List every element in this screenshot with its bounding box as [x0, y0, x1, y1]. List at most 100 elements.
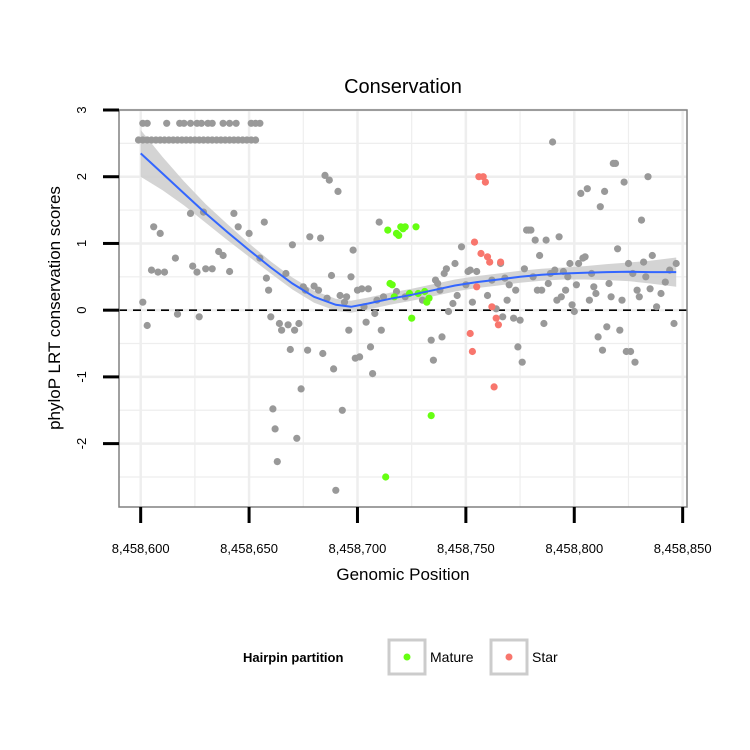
- data-point-other: [338, 406, 346, 414]
- data-point-other: [366, 343, 375, 351]
- data-point-other: [347, 273, 355, 281]
- data-point-other: [648, 251, 656, 260]
- legend-label-star: Star: [532, 649, 558, 665]
- data-point-other: [295, 319, 303, 328]
- x-tick-label: 8,458,700: [329, 541, 387, 556]
- data-point-other: [590, 283, 598, 291]
- data-point-other: [503, 296, 511, 304]
- data-point-star: [468, 347, 476, 356]
- data-point-other: [314, 286, 323, 294]
- data-point-other: [434, 279, 442, 288]
- confidence-ribbon-layer: [140, 130, 677, 313]
- data-point-star: [466, 329, 474, 338]
- data-point-mature: [412, 223, 420, 231]
- data-point-other: [466, 266, 474, 274]
- data-point-other: [362, 318, 370, 326]
- data-point-other: [514, 343, 522, 351]
- data-point-other: [208, 119, 216, 127]
- data-point-other: [509, 314, 518, 322]
- data-point-other: [195, 313, 203, 321]
- data-point-star: [481, 178, 489, 186]
- data-point-other: [163, 119, 171, 127]
- data-point-other: [555, 233, 563, 241]
- data-point-other: [273, 458, 281, 466]
- data-point-other: [375, 218, 383, 226]
- data-point-other: [568, 301, 576, 309]
- legend-key-star-dot: [505, 653, 513, 661]
- y-tick-label: 1: [74, 240, 89, 247]
- data-point-other: [147, 266, 156, 274]
- data-point-other: [633, 286, 641, 294]
- data-point-other: [262, 274, 270, 282]
- data-point-other: [230, 209, 238, 217]
- data-point-other: [527, 226, 535, 234]
- data-point-other: [518, 358, 526, 366]
- data-point-other: [232, 119, 240, 127]
- chart-title: Conservation: [344, 76, 462, 98]
- data-point-mature: [408, 314, 416, 322]
- data-point-other: [624, 259, 633, 268]
- data-point-other: [189, 262, 197, 270]
- data-point-other: [226, 119, 234, 127]
- data-point-other: [644, 173, 652, 181]
- data-point-other: [143, 119, 151, 127]
- data-point-other: [317, 234, 325, 242]
- data-point-other: [306, 233, 314, 241]
- y-tick-label: 2: [74, 173, 89, 180]
- data-point-other: [607, 293, 615, 301]
- data-point-other: [332, 486, 340, 494]
- data-point-other: [544, 279, 552, 288]
- data-point-other: [585, 296, 594, 304]
- data-point-other: [605, 279, 613, 288]
- y-tick-label: -2: [74, 438, 89, 450]
- data-point-other: [186, 209, 195, 217]
- data-point-other: [139, 298, 147, 306]
- data-point-star: [497, 258, 505, 266]
- data-point-other: [267, 313, 275, 321]
- data-point-other: [577, 189, 585, 197]
- data-point-other: [598, 346, 607, 354]
- data-point-mature: [388, 281, 396, 289]
- data-point-other: [473, 267, 481, 276]
- data-point-other: [583, 185, 591, 193]
- data-point-other: [557, 293, 565, 301]
- x-axis: 8,458,600 8,458,650 8,458,700 8,458,750 8,45…: [112, 507, 712, 556]
- data-point-mature: [382, 473, 390, 481]
- data-point-other: [284, 321, 292, 329]
- x-tick-label: 8,458,750: [437, 541, 495, 556]
- data-point-other: [343, 293, 351, 301]
- data-point-other: [256, 119, 264, 127]
- data-point-other: [594, 333, 602, 341]
- data-point-other: [208, 265, 216, 273]
- data-point-other: [499, 313, 507, 321]
- data-point-other: [293, 434, 301, 442]
- data-point-other: [150, 223, 158, 231]
- data-point-other: [575, 259, 583, 268]
- data-point-mature: [395, 231, 403, 239]
- data-point-other: [581, 253, 589, 261]
- data-point-other: [226, 267, 234, 276]
- data-point-other: [653, 303, 661, 311]
- legend: Hairpin partition Mature Star: [243, 638, 558, 676]
- x-tick-label: 8,458,600: [112, 541, 170, 556]
- data-point-other: [453, 291, 461, 300]
- data-point-other: [336, 291, 344, 300]
- data-point-other: [631, 358, 639, 366]
- data-point-other: [327, 271, 336, 280]
- data-point-star: [488, 303, 496, 311]
- smooth-confidence-ribbon: [140, 130, 677, 313]
- data-point-other: [321, 171, 329, 179]
- smooth-curve: [140, 152, 677, 308]
- data-point-other: [566, 259, 574, 268]
- y-tick-label: 3: [74, 106, 89, 113]
- data-point-other: [520, 265, 529, 273]
- data-point-star: [492, 314, 500, 322]
- x-tick-label: 8,458,850: [654, 541, 712, 556]
- data-point-other: [156, 229, 164, 237]
- data-point-other: [672, 259, 680, 268]
- data-point-other: [536, 251, 544, 260]
- data-point-star: [494, 321, 502, 329]
- data-point-other: [449, 299, 457, 308]
- data-point-star: [479, 173, 487, 181]
- data-point-other: [197, 119, 205, 127]
